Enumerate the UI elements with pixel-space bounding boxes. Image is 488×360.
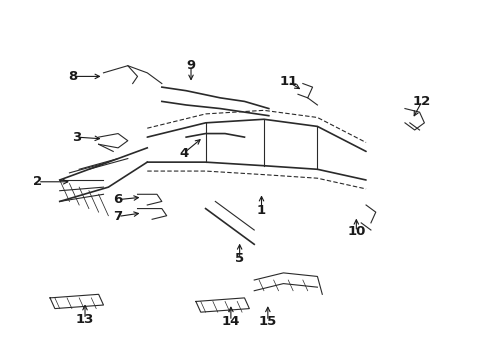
Text: 8: 8 [69, 70, 78, 83]
Text: 7: 7 [113, 210, 122, 223]
Text: 5: 5 [235, 252, 244, 265]
Text: 12: 12 [412, 95, 430, 108]
Text: 10: 10 [346, 225, 365, 238]
Text: 11: 11 [279, 75, 297, 88]
Text: 14: 14 [221, 315, 240, 328]
Text: 6: 6 [113, 193, 122, 206]
Text: 9: 9 [186, 59, 195, 72]
Text: 4: 4 [179, 147, 188, 160]
Text: 13: 13 [76, 313, 94, 326]
Text: 1: 1 [256, 204, 265, 217]
Text: 2: 2 [33, 175, 42, 188]
Text: 3: 3 [72, 131, 81, 144]
Text: 15: 15 [258, 315, 276, 328]
